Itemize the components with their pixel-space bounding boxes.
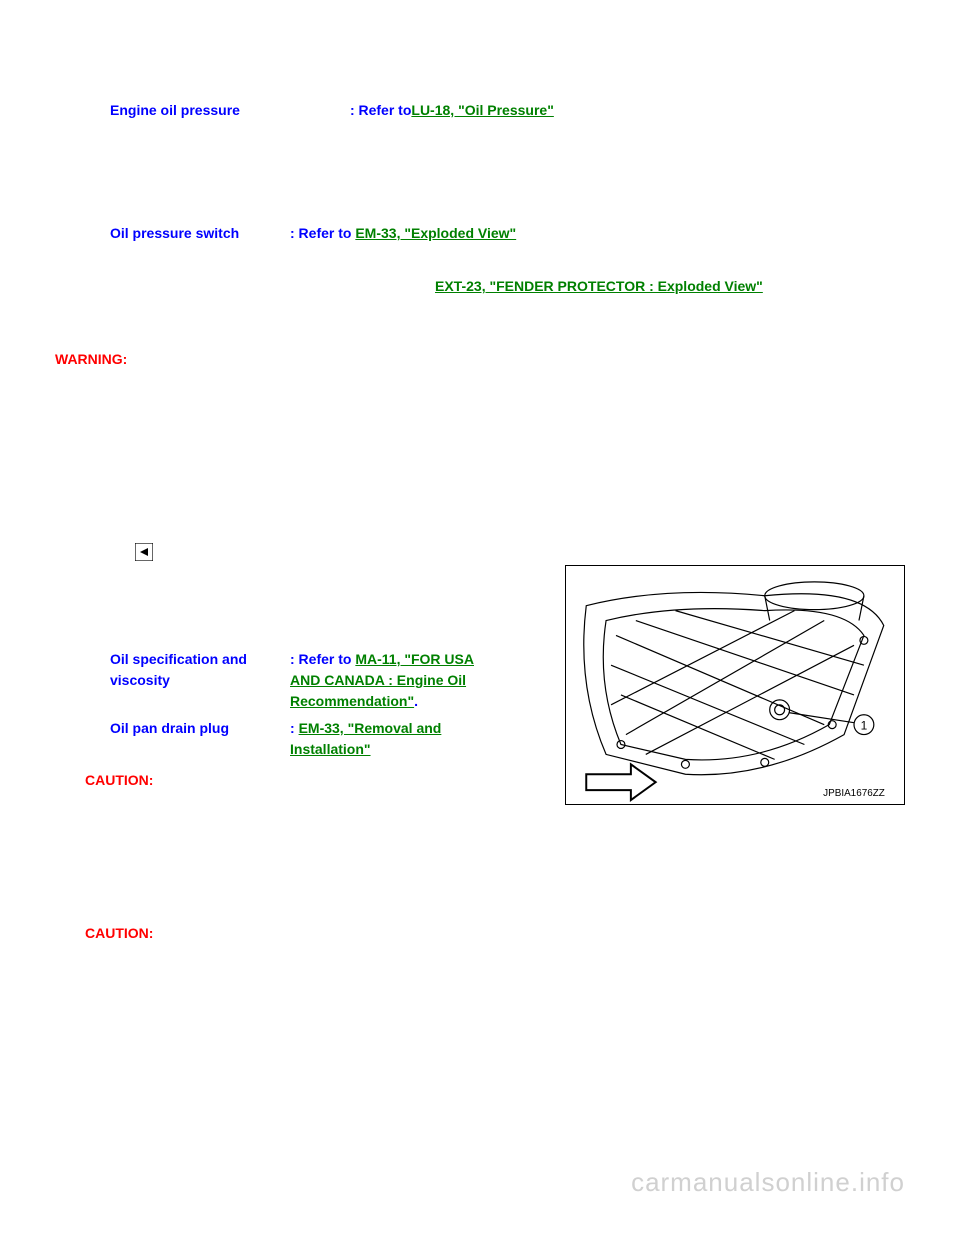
- oil-pressure-switch-link[interactable]: EM-33, "Exploded View": [355, 225, 516, 241]
- engine-oil-pressure-label: Engine oil pressure: [110, 100, 240, 121]
- left-arrow-icon: [135, 543, 153, 561]
- oil-spec-row: Oil specification and viscosity : Refer …: [55, 649, 495, 712]
- figure-caption: JPBIA1676ZZ: [823, 788, 885, 799]
- fender-protector-ref: EXT-23, "FENDER PROTECTOR : Exploded Vie…: [55, 276, 905, 297]
- refer-prefix: : Refer to: [350, 100, 411, 121]
- caution-label-1: CAUTION:: [85, 772, 153, 788]
- fender-protector-link[interactable]: EXT-23, "FENDER PROTECTOR : Exploded Vie…: [435, 278, 763, 294]
- drain-plug-label: Oil pan drain plug: [110, 718, 290, 760]
- drain-plug-prefix: :: [290, 720, 299, 736]
- drain-plug-link[interactable]: EM-33, "Removal and Installation": [290, 720, 441, 757]
- watermark-text: carmanualsonline.info: [631, 1163, 905, 1202]
- svg-text:1: 1: [861, 719, 868, 733]
- drain-plug-row: Oil pan drain plug : EM-33, "Removal and…: [55, 718, 495, 760]
- oil-spec-dot: .: [414, 693, 418, 709]
- oil-pressure-switch-ref: Oil pressure switch : Refer to EM-33, "E…: [55, 223, 905, 244]
- oil-pan-figure: 1 JPBIA1676ZZ: [565, 565, 905, 805]
- oil-pressure-switch-label: Oil pressure switch: [110, 223, 290, 244]
- engine-oil-pressure-ref: Engine oil pressure : Refer to LU-18, "O…: [55, 100, 905, 121]
- refer-prefix-2: : Refer to: [290, 225, 355, 241]
- warning-block: WARNING:: [55, 349, 905, 370]
- caution-label-2: CAUTION:: [85, 925, 153, 941]
- oil-spec-prefix: : Refer to: [290, 651, 355, 667]
- oil-pressure-link[interactable]: LU-18, "Oil Pressure": [411, 100, 553, 121]
- warning-label: WARNING:: [55, 351, 127, 367]
- oil-spec-label: Oil specification and viscosity: [110, 649, 290, 712]
- caution-2: CAUTION:: [55, 923, 905, 944]
